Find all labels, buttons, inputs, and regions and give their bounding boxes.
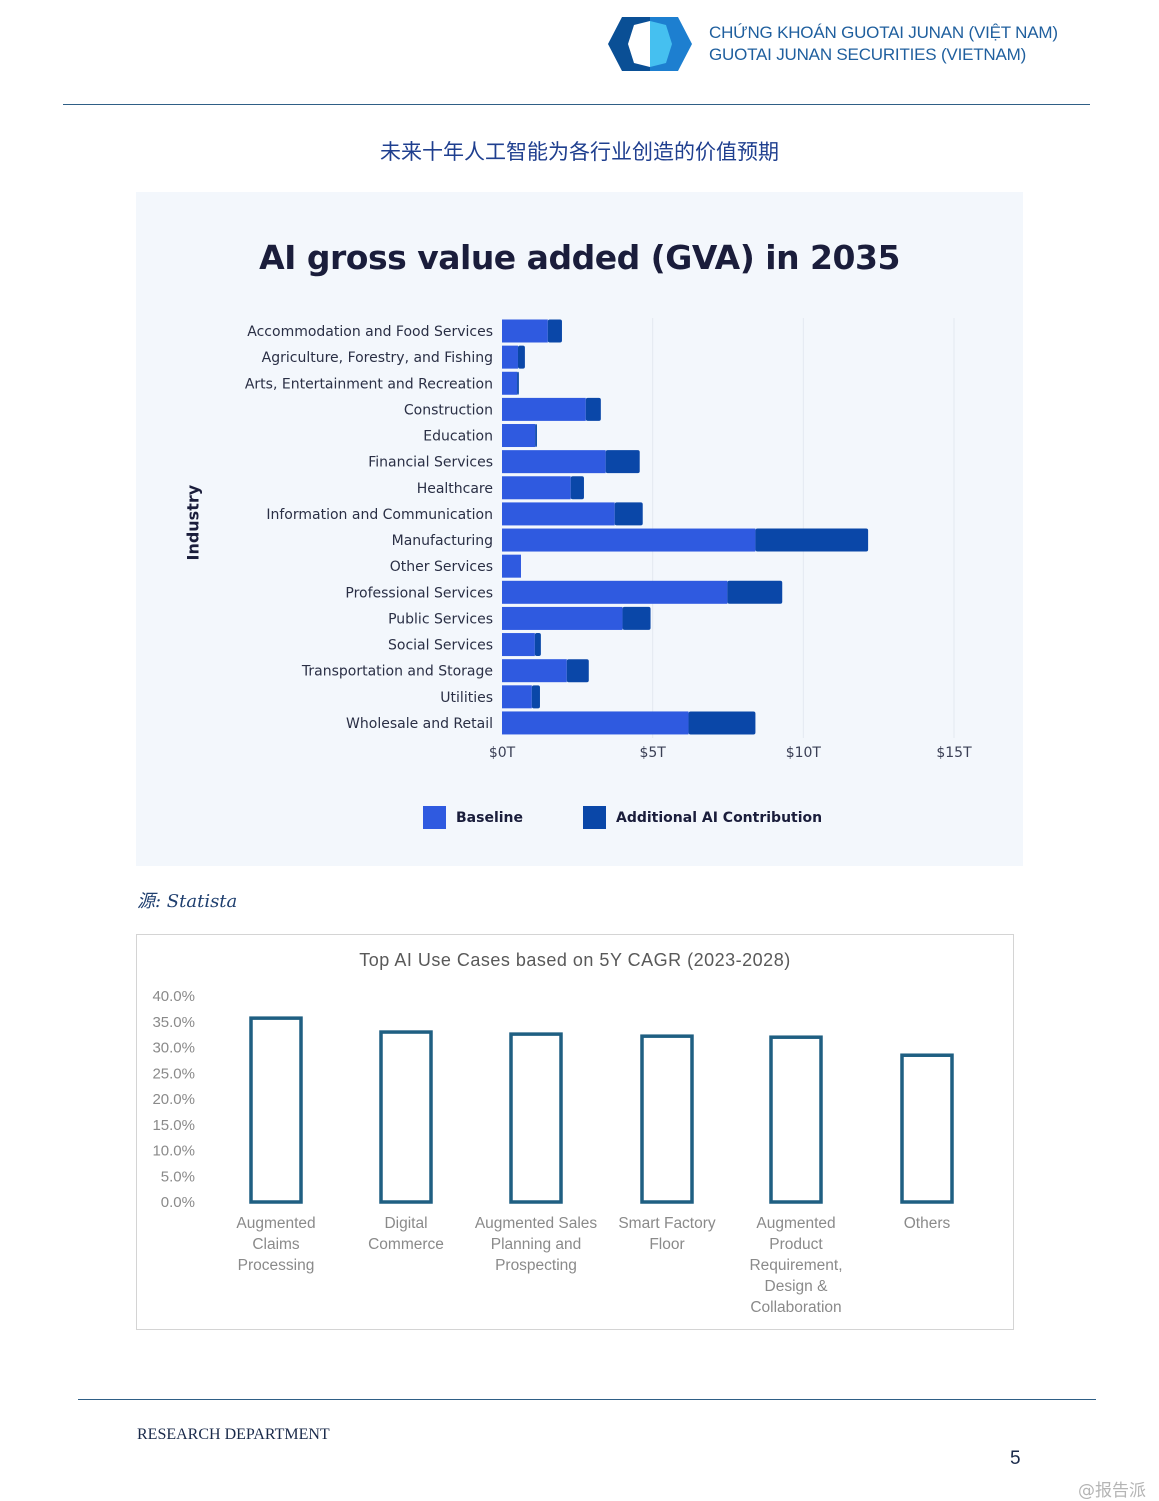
category-label: Healthcare	[417, 481, 493, 497]
bar-baseline	[502, 371, 518, 395]
category-label: Other Services	[390, 559, 493, 575]
bar-baseline	[502, 580, 728, 604]
bar-baseline	[502, 659, 567, 683]
category-label: Agriculture, Forestry, and Fishing	[262, 350, 493, 366]
bar-baseline	[502, 633, 535, 657]
cagr-bar	[249, 1016, 303, 1204]
brand-line-vietnamese: CHỨNG KHOÁN GUOTAI JUNAN (VIỆT NAM)	[709, 23, 1058, 42]
category-label: Construction	[404, 402, 493, 418]
footer-divider	[78, 1399, 1096, 1400]
bar-baseline	[502, 424, 536, 448]
cagr-category-label: Augmented Claims Processing	[236, 1215, 316, 1274]
x-tick-label: $10T	[786, 745, 822, 761]
x-tick-label: $15T	[936, 745, 972, 761]
y-tick-label: 30.0%	[152, 1040, 195, 1057]
cagr-bar	[769, 1035, 823, 1204]
category-label: Professional Services	[345, 585, 493, 601]
bar-additional	[605, 450, 640, 474]
bar-baseline	[502, 685, 532, 709]
cagr-chart-panel	[136, 934, 1014, 1330]
bar-baseline	[502, 476, 571, 500]
gva-chart-plot: $0T $5T $10T $15T Accommodation and Food Ser…	[245, 318, 972, 761]
y-tick-label: 20.0%	[152, 1091, 195, 1108]
category-label: Accommodation and Food Services	[247, 324, 493, 340]
category-label: Information and Communication	[266, 507, 493, 523]
cagr-bar	[900, 1053, 954, 1204]
watermark: @报告派	[1078, 1481, 1146, 1501]
bar-additional	[614, 502, 643, 526]
y-tick-label: 25.0%	[152, 1065, 195, 1082]
bar-additional	[688, 711, 756, 735]
header-divider	[63, 104, 1090, 105]
legend-swatch-additional	[583, 806, 606, 829]
gva-chart-title: AI gross value added (GVA) in 2035	[259, 238, 900, 277]
category-label: Social Services	[388, 638, 493, 654]
bar-additional	[517, 371, 519, 395]
legend-item-additional: Additional AI Contribution	[583, 806, 822, 829]
cagr-category-label: Others	[903, 1215, 951, 1232]
bar-additional	[547, 319, 562, 343]
bar-additional	[517, 345, 525, 369]
y-tick-label: 10.0%	[152, 1143, 195, 1160]
legend-label-baseline: Baseline	[456, 809, 524, 826]
legend-item-baseline: Baseline	[423, 806, 523, 829]
company-name: CHỨNG KHOÁN GUOTAI JUNAN (VIỆT NAM) GUOT…	[709, 22, 1058, 66]
y-tick-label: 35.0%	[152, 1014, 195, 1031]
legend-swatch-baseline	[423, 806, 446, 829]
cagr-bar	[379, 1030, 433, 1204]
y-tick-label: 40.0%	[152, 988, 195, 1005]
category-label: Public Services	[388, 611, 493, 627]
bar-baseline	[502, 450, 606, 474]
bar-baseline	[502, 397, 586, 421]
category-label: Education	[423, 429, 493, 445]
footer-department: RESEARCH DEPARTMENT	[137, 1426, 330, 1443]
cagr-chart-plot: 0.0% 5.0% 10.0% 15.0% 20.0% 25.0% 30.0% 35.0% 40…	[152, 988, 954, 1211]
bar-additional	[566, 659, 589, 683]
x-tick-label: $0T	[489, 745, 516, 761]
category-label: Manufacturing	[392, 533, 493, 549]
y-tick-label: 0.0%	[161, 1194, 195, 1211]
bar-baseline	[502, 554, 521, 578]
category-label: Financial Services	[368, 455, 493, 471]
y-tick-label: 15.0%	[152, 1117, 195, 1134]
brand-line-english: GUOTAI JUNAN SECURITIES (VIETNAM)	[709, 45, 1027, 64]
bar-baseline	[502, 711, 689, 735]
cagr-chart-title: Top AI Use Cases based on 5Y CAGR (2023-…	[359, 950, 791, 970]
bar-baseline	[502, 345, 518, 369]
bar-baseline	[502, 528, 756, 552]
cagr-category-label: Augmented Product Requirement, Design & …	[749, 1215, 843, 1316]
y-tick-label: 5.0%	[161, 1168, 195, 1185]
source-note: 源: Statista	[137, 891, 238, 912]
cagr-bar	[509, 1032, 563, 1204]
x-tick-label: $5T	[639, 745, 666, 761]
bar-additional	[535, 424, 537, 448]
cagr-category-label: Digital Commerce	[368, 1215, 444, 1253]
legend-label-additional: Additional AI Contribution	[616, 809, 823, 826]
category-label: Transportation and Storage	[301, 664, 493, 680]
category-label: Utilities	[440, 690, 493, 706]
bar-baseline	[502, 502, 615, 526]
bar-additional	[622, 606, 651, 630]
bar-additional	[534, 633, 541, 657]
cagr-category-label: Augmented Sales Planning and Prospecting	[474, 1215, 598, 1274]
bar-baseline	[502, 319, 548, 343]
bar-additional	[570, 476, 584, 500]
bar-baseline	[502, 606, 623, 630]
cagr-bar	[640, 1034, 694, 1204]
category-label: Arts, Entertainment and Recreation	[245, 376, 493, 392]
bar-additional	[585, 397, 601, 421]
company-logo	[608, 17, 692, 71]
page-number: 5	[1010, 1448, 1021, 1469]
bar-additional	[531, 685, 540, 709]
cagr-category-label: Smart Factory Floor	[618, 1215, 716, 1253]
bar-additional	[727, 580, 783, 604]
bar-additional	[755, 528, 869, 552]
section-title: 未来十年人工智能为各行业创造的价值预期	[380, 140, 779, 164]
category-label: Wholesale and Retail	[346, 716, 493, 732]
